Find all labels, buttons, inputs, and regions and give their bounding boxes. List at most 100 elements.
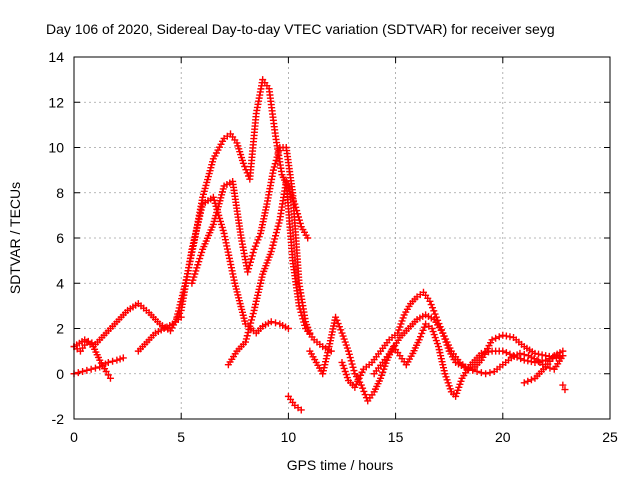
data-point bbox=[538, 357, 546, 365]
series-track-7 bbox=[306, 313, 410, 405]
series-track-12 bbox=[70, 338, 114, 382]
data-point bbox=[245, 325, 253, 333]
data-point bbox=[335, 323, 343, 331]
data-point bbox=[332, 313, 340, 321]
data-point bbox=[299, 315, 307, 323]
data-point bbox=[192, 267, 200, 275]
series-track-3 bbox=[188, 144, 314, 337]
y-tick-label: 2 bbox=[56, 321, 64, 337]
data-point bbox=[273, 225, 281, 233]
data-point bbox=[499, 347, 507, 355]
data-point bbox=[485, 348, 493, 356]
data-point bbox=[190, 273, 198, 281]
plot-frame bbox=[73, 56, 611, 420]
series-track-6 bbox=[134, 313, 185, 355]
data-point bbox=[194, 261, 202, 269]
data-point bbox=[177, 298, 185, 306]
series-track-9 bbox=[370, 311, 567, 378]
data-point bbox=[181, 282, 189, 290]
data-point bbox=[87, 365, 95, 373]
grid bbox=[74, 57, 610, 419]
data-point bbox=[196, 255, 204, 263]
y-tick-label: -2 bbox=[52, 411, 65, 427]
data-point bbox=[502, 332, 510, 340]
data-point bbox=[250, 245, 258, 253]
series-track-14 bbox=[559, 381, 569, 394]
x-tick-label: 25 bbox=[602, 429, 618, 445]
data-point bbox=[91, 364, 99, 372]
data-point bbox=[274, 222, 282, 230]
data-point bbox=[473, 367, 481, 375]
data-point bbox=[506, 350, 514, 358]
data-point bbox=[531, 358, 539, 366]
data-point bbox=[247, 255, 255, 263]
data-point bbox=[527, 376, 535, 384]
series-track-11 bbox=[520, 347, 567, 387]
data-point bbox=[415, 336, 423, 344]
data-point bbox=[239, 159, 247, 167]
data-point bbox=[176, 301, 184, 309]
data-point bbox=[271, 160, 279, 168]
data-point bbox=[255, 233, 263, 241]
data-point bbox=[247, 319, 255, 327]
data-point bbox=[272, 232, 280, 240]
x-tick-label: 0 bbox=[70, 429, 78, 445]
data-point bbox=[506, 333, 514, 341]
data-point bbox=[242, 335, 250, 343]
data-point bbox=[269, 241, 277, 249]
data-point bbox=[197, 251, 205, 259]
data-point bbox=[248, 313, 256, 321]
data-point bbox=[297, 406, 305, 414]
data-point bbox=[83, 366, 91, 374]
data-point bbox=[106, 374, 114, 382]
data-point bbox=[359, 384, 367, 392]
data-point bbox=[527, 358, 535, 366]
data-point bbox=[249, 310, 257, 318]
data-point bbox=[482, 370, 490, 378]
data-point bbox=[269, 166, 277, 174]
data-point bbox=[549, 353, 557, 361]
data-point bbox=[246, 261, 254, 269]
data-point bbox=[284, 325, 292, 332]
data-point bbox=[189, 276, 197, 284]
data-point bbox=[531, 349, 539, 357]
data-point bbox=[431, 310, 439, 318]
y-tick-label: 8 bbox=[56, 185, 64, 201]
data-point bbox=[191, 270, 199, 278]
data-point bbox=[304, 234, 312, 242]
data-point bbox=[486, 369, 494, 377]
data-point bbox=[267, 248, 275, 256]
x-tick-label: 5 bbox=[177, 429, 185, 445]
data-point bbox=[248, 252, 256, 260]
data-point bbox=[334, 320, 342, 328]
data-point bbox=[349, 363, 357, 371]
data-point bbox=[513, 353, 521, 361]
data-point bbox=[301, 321, 309, 329]
data-point bbox=[520, 356, 528, 364]
data-point bbox=[499, 331, 507, 339]
data-point bbox=[179, 289, 187, 297]
data-point bbox=[275, 147, 283, 155]
data-point bbox=[241, 163, 249, 171]
data-point bbox=[251, 242, 259, 250]
x-axis-label: GPS time / hours bbox=[287, 457, 394, 473]
data-point bbox=[345, 350, 353, 358]
data-point bbox=[249, 249, 257, 257]
data-point bbox=[517, 355, 525, 363]
data-point bbox=[559, 347, 567, 355]
data-point bbox=[348, 360, 356, 368]
data-points bbox=[70, 76, 569, 414]
y-tick-label: 12 bbox=[48, 94, 64, 110]
data-point bbox=[360, 387, 368, 395]
data-point bbox=[195, 258, 203, 266]
data-point bbox=[244, 329, 252, 337]
data-point bbox=[104, 358, 112, 366]
data-point bbox=[300, 318, 308, 326]
y-tick-label: 14 bbox=[48, 49, 64, 65]
data-point bbox=[416, 333, 424, 341]
data-point bbox=[119, 354, 127, 362]
data-point bbox=[535, 358, 543, 366]
data-point bbox=[502, 349, 510, 357]
data-point bbox=[419, 326, 427, 334]
data-point bbox=[418, 329, 426, 337]
